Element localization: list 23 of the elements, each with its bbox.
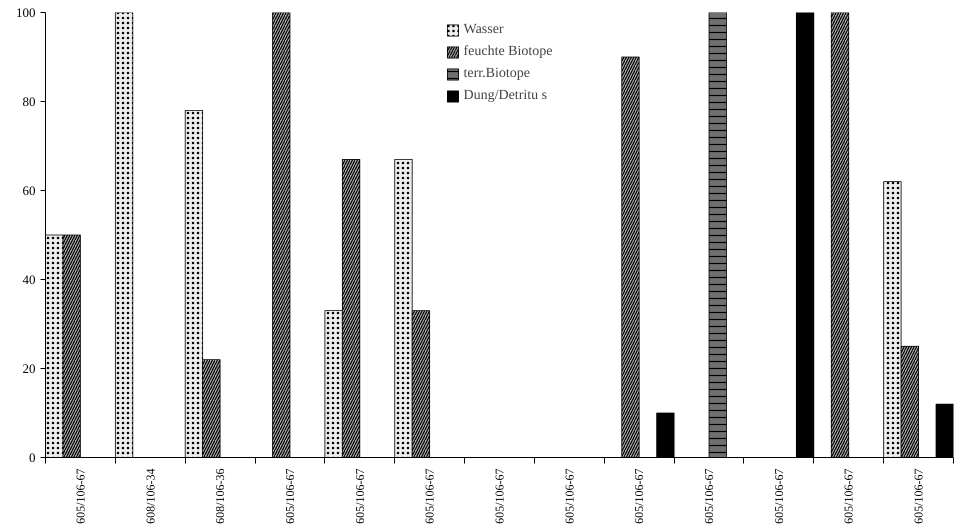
x-tick-label: 605/106-67 bbox=[73, 468, 88, 524]
legend-label: Wasser bbox=[463, 22, 504, 38]
x-tick-label: 605/106-67 bbox=[282, 468, 297, 524]
legend-label: feuchte Biotope bbox=[463, 44, 553, 60]
y-tick-label: 80 bbox=[22, 94, 36, 109]
legend-label: Dung/Detritu s bbox=[463, 88, 548, 104]
x-tick-label: 605/106-67 bbox=[912, 468, 926, 524]
x-tick-label: 605/106-67 bbox=[562, 468, 576, 524]
x-tick-label: 608/106-36 bbox=[213, 468, 228, 524]
x-tick-label: 605/106-67 bbox=[352, 468, 367, 524]
x-tick-label: 605/106-67 bbox=[772, 468, 786, 524]
x-tick-label: 608/106-34 bbox=[143, 468, 158, 524]
x-tick-label: 605/106-67 bbox=[842, 468, 856, 524]
y-tick-label: 40 bbox=[22, 272, 36, 287]
y-tick-label: 100 bbox=[16, 5, 36, 20]
x-tick-label: 605/106-67 bbox=[422, 468, 437, 524]
y-tick-label: 60 bbox=[22, 183, 36, 198]
x-tick-label: 605/106-67 bbox=[492, 468, 506, 524]
x-tick-label: 605/106-67 bbox=[702, 468, 716, 524]
y-tick-label: 20 bbox=[22, 361, 36, 376]
x-tick-label: 605/106-67 bbox=[632, 468, 646, 524]
legend-label: terr.Biotope bbox=[463, 66, 530, 82]
y-tick-label: 0 bbox=[29, 450, 36, 465]
